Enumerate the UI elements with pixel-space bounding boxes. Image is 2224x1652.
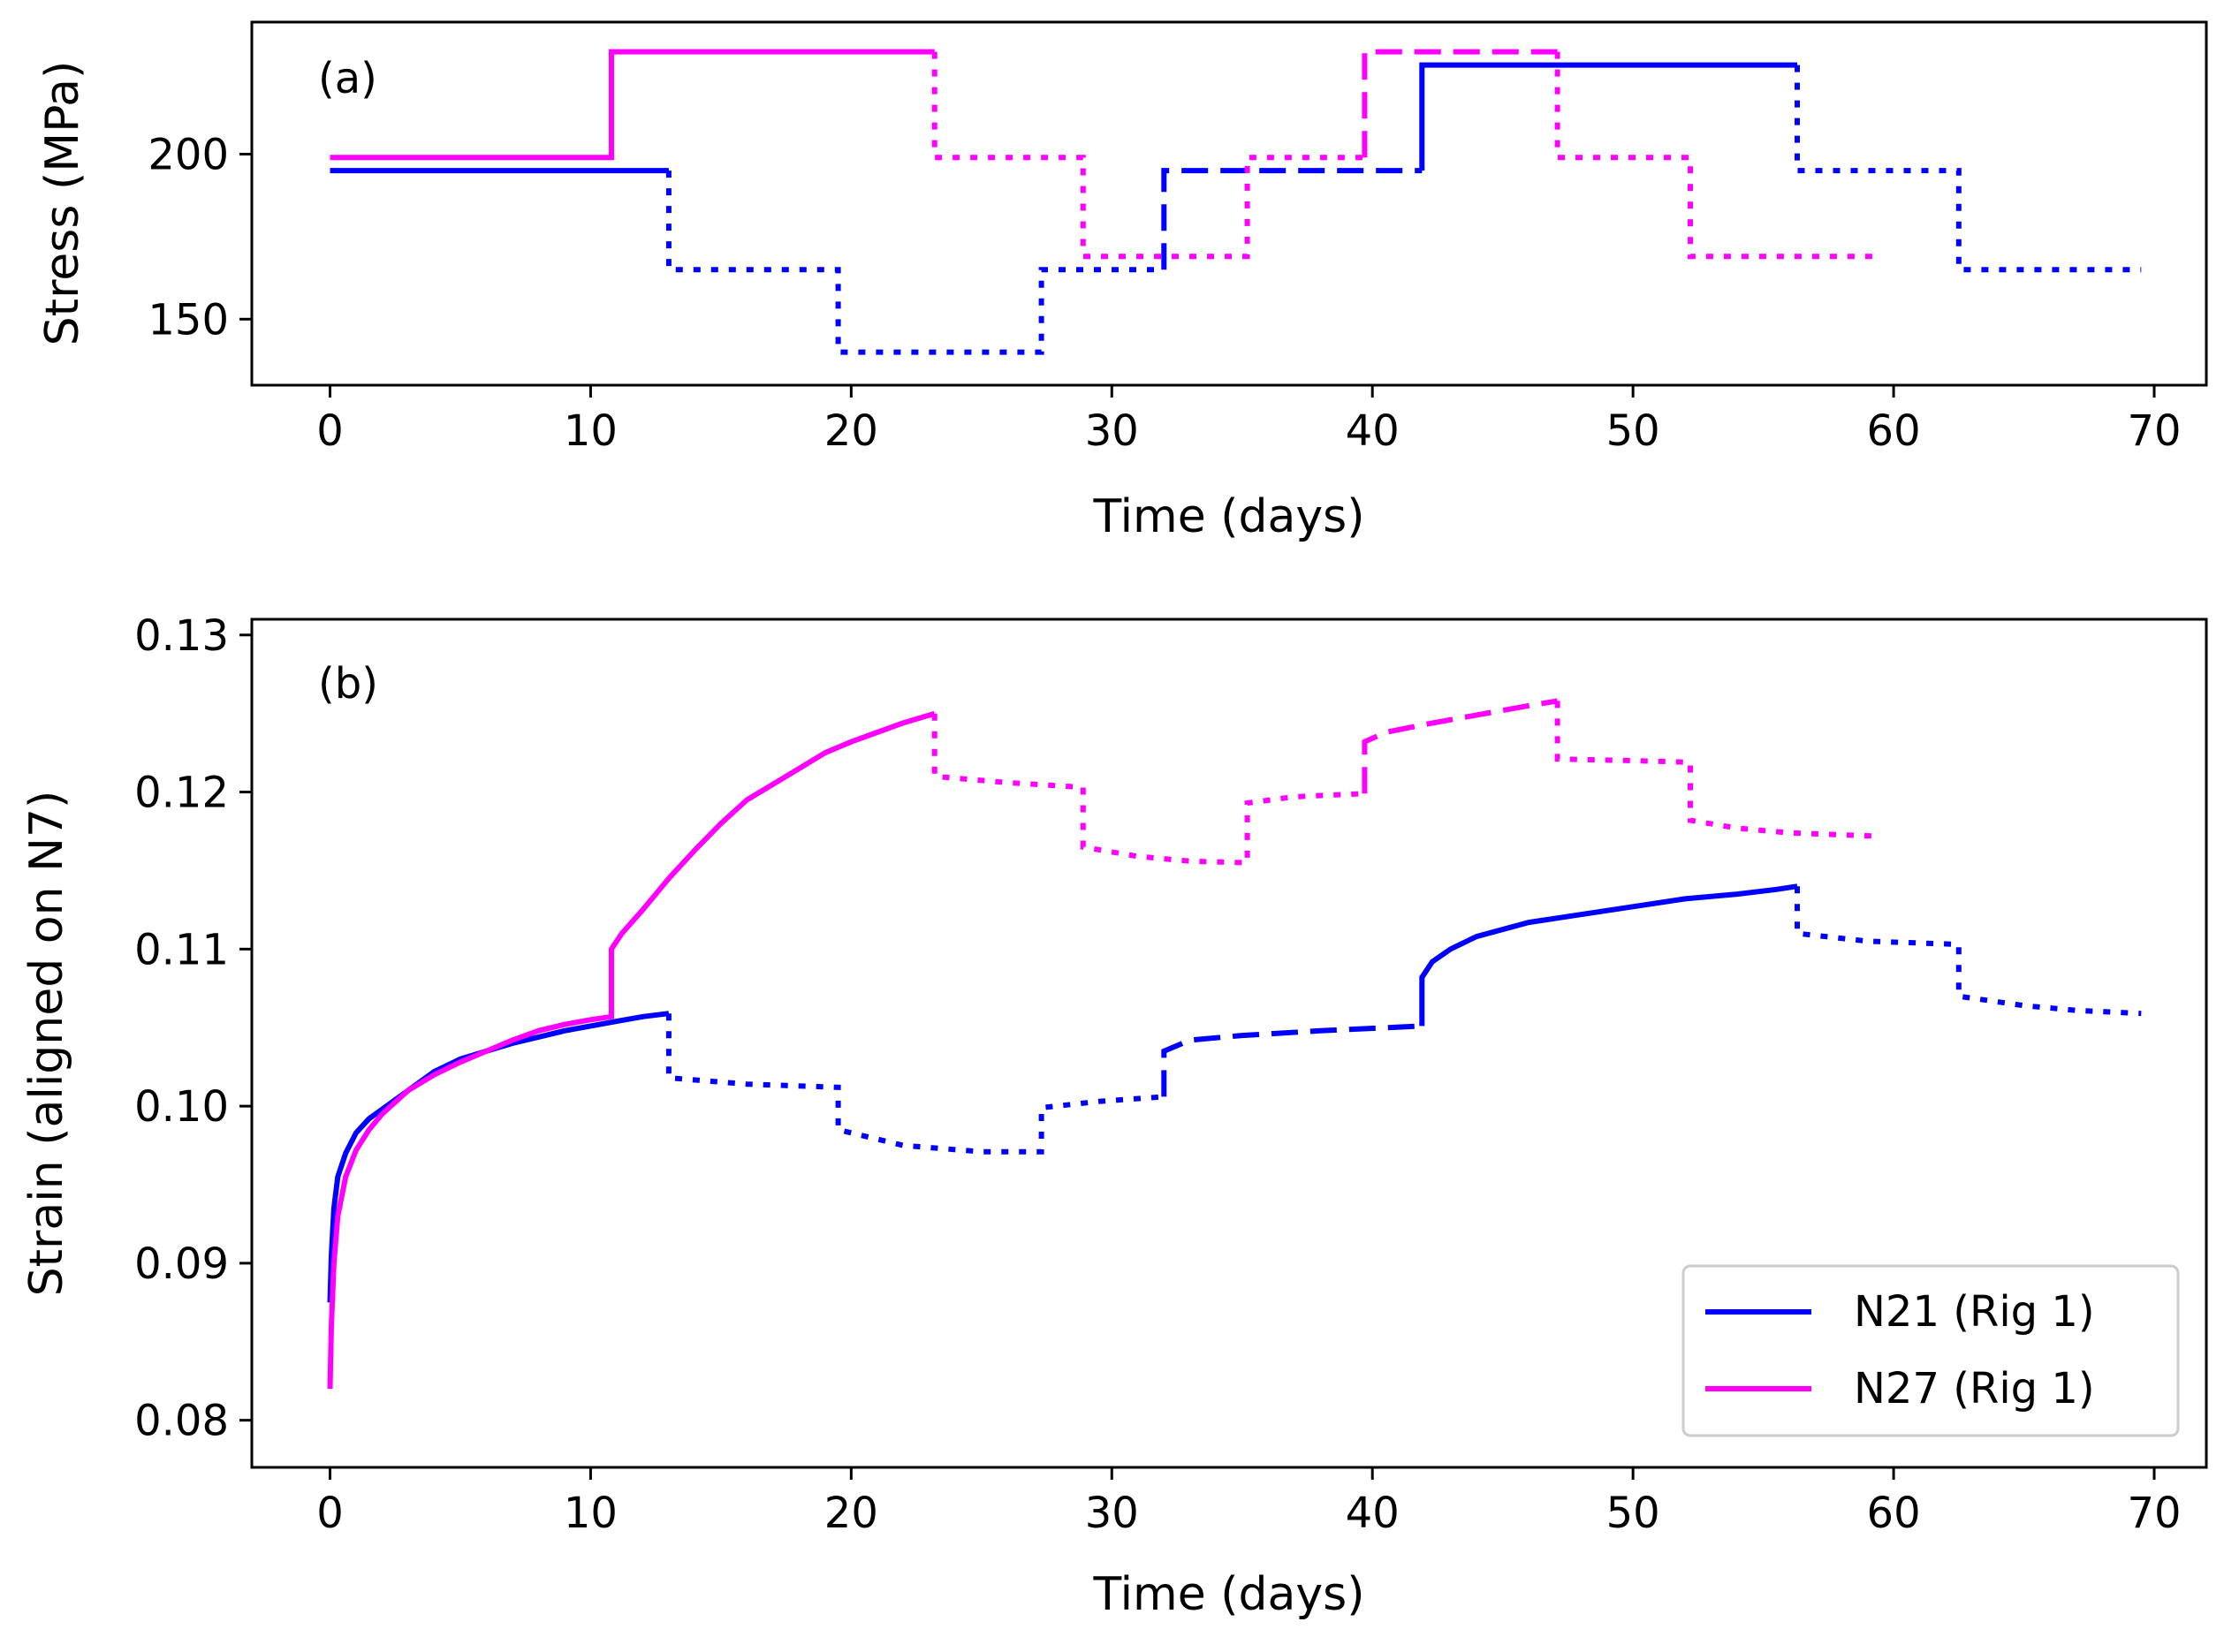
- panel-b-y-ticks: 0.08 0.09 0.10 0.11 0.12 0.13: [134, 611, 252, 1446]
- panel-b-x-tick-label-30: 30: [1085, 1489, 1139, 1538]
- panel-a-series: [330, 49, 2142, 355]
- panel-a-x-tick-label-20: 20: [824, 406, 878, 456]
- panel-b-x-axis-label: Time (days): [1092, 1568, 1364, 1621]
- panel-b-y-tick-label-0.09: 0.09: [134, 1239, 229, 1289]
- panel-a-x-tick-label-60: 60: [1867, 406, 1921, 456]
- panel-a-frame: [250, 20, 2208, 387]
- panel-b-series-n27-segment-3-dotted: [1554, 701, 1873, 839]
- panel-b-x-tick-label-20: 20: [824, 1489, 878, 1538]
- legend-label-n27: N27 (Rig 1): [1854, 1364, 2095, 1413]
- panel-a-series-n27-segment-2-dashed: [1362, 49, 1558, 158]
- panel-a: 0 10 20 30 40 50 60 70 150 200 (a) Time (days) S…: [36, 20, 2208, 543]
- legend-label-n21: N21 (Rig 1): [1854, 1287, 2095, 1337]
- panel-b-x-tick-label-60: 60: [1867, 1489, 1921, 1538]
- panel-a-y-tick-label-200: 200: [148, 130, 229, 179]
- panel-b-x-tick-label-10: 10: [564, 1489, 618, 1538]
- panel-b-label: (b): [318, 659, 378, 709]
- panel-a-label: (a): [318, 54, 377, 103]
- panel-b-x-tick-label-50: 50: [1606, 1489, 1660, 1538]
- panel-b-series-n21-segment-3-solid: [1419, 883, 1798, 1027]
- panel-b-series: [327, 698, 2142, 1390]
- panel-b-series-n27-segment-1-dotted: [931, 713, 1365, 866]
- panel-b-x-tick-label-40: 40: [1346, 1489, 1400, 1538]
- panel-a-series-n21-segment-4-dotted: [1795, 64, 2142, 273]
- panel-b-x-ticks: 0 10 20 30 40 50 60 70: [316, 1467, 2182, 1538]
- panel-b-x-tick-label-70: 70: [2127, 1489, 2181, 1538]
- panel-b: 0 10 20 30 40 50 60 70 0.08 0.09 0.10 0.11 0.12 0.13…: [20, 611, 2208, 1621]
- panel-b-series-n21-segment-0-solid: [327, 1011, 670, 1303]
- panel-a-series-n21-segment-3-solid: [1419, 62, 1797, 171]
- panel-b-series-n21-segment-4-dotted: [1795, 886, 2142, 1017]
- legend-box: [1681, 1264, 2180, 1437]
- panel-b-series-n27-segment-2-dashed: [1362, 698, 1559, 794]
- legend: N21 (Rig 1) N27 (Rig 1): [1681, 1264, 2180, 1437]
- panel-b-frame: [250, 618, 2208, 1469]
- panel-a-x-tick-label-10: 10: [564, 406, 618, 456]
- panel-a-x-tick-label-50: 50: [1606, 406, 1660, 456]
- panel-b-x-tick-label-0: 0: [316, 1489, 344, 1538]
- panel-b-series-n21-segment-2-dashed: [1161, 1023, 1423, 1097]
- panel-a-x-axis-label: Time (days): [1092, 490, 1364, 543]
- panel-a-x-tick-label-0: 0: [316, 406, 344, 456]
- panel-a-x-tick-label-30: 30: [1085, 406, 1139, 456]
- panel-b-series-n27-segment-0-solid: [327, 710, 936, 1390]
- panel-a-y-axis-label: Stress (MPa): [36, 61, 89, 346]
- panel-a-series-n21-segment-1-dotted: [665, 171, 1165, 355]
- panel-a-series-n21-segment-2-dashed: [1161, 168, 1423, 270]
- panel-b-y-tick-label-0.13: 0.13: [134, 611, 229, 661]
- panel-a-x-tick-label-70: 70: [2127, 406, 2181, 456]
- panel-b-y-tick-label-0.12: 0.12: [134, 769, 229, 818]
- panel-b-y-tick-label-0.10: 0.10: [134, 1082, 229, 1132]
- panel-b-y-axis-label: Strain (aligned on N7): [20, 791, 73, 1297]
- panel-a-y-ticks: 150 200: [148, 130, 252, 345]
- panel-a-x-tick-label-40: 40: [1346, 406, 1400, 456]
- panel-a-x-ticks: 0 10 20 30 40 50 60 70: [316, 385, 2182, 456]
- panel-b-y-tick-label-0.11: 0.11: [134, 925, 229, 974]
- panel-b-y-tick-label-0.08: 0.08: [134, 1397, 229, 1446]
- panel-a-series-n27-segment-0-solid: [330, 49, 935, 161]
- panel-a-y-tick-label-150: 150: [148, 295, 229, 345]
